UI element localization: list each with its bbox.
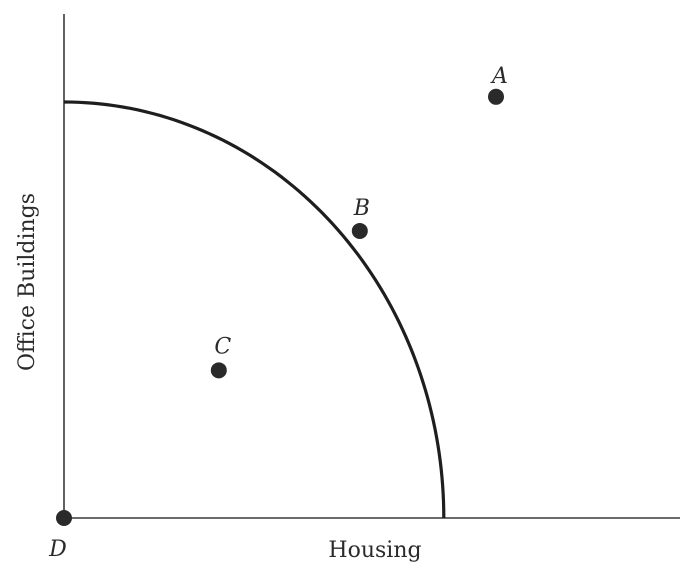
y-axis-label: Office Buildings [15, 193, 40, 371]
point-b [351, 222, 368, 239]
x-axis-label: Housing [328, 538, 421, 563]
point-d [56, 510, 72, 526]
point-label-c: C [214, 334, 231, 359]
point-label-d: D [48, 537, 67, 562]
point-c [210, 362, 227, 379]
point-label-a: A [490, 64, 508, 89]
points-layer: A B C D [48, 64, 508, 562]
point-a [488, 88, 504, 105]
production-possibilities-frontier [63, 100, 446, 519]
point-label-b: B [353, 196, 370, 221]
